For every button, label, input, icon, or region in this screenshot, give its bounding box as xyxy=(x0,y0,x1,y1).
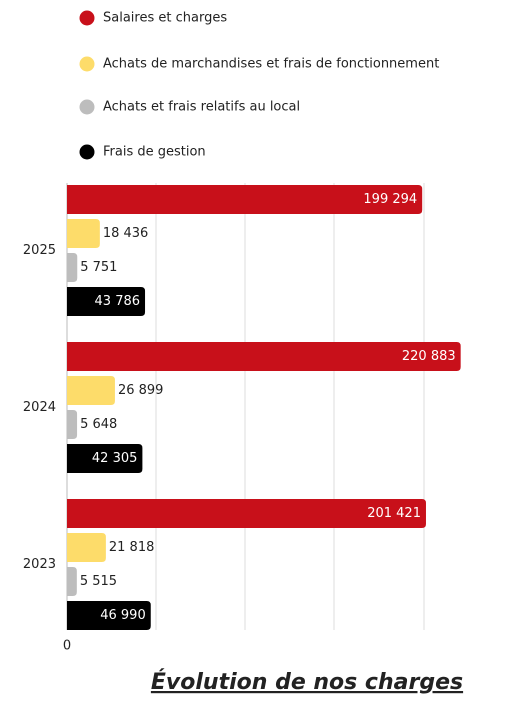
chart-title: Évolution de nos charges xyxy=(151,669,463,695)
value-label: 199 294 xyxy=(363,192,417,207)
bar xyxy=(67,253,78,282)
legend-label: Salaires et charges xyxy=(103,11,227,26)
bar xyxy=(67,376,115,405)
y-tick-label: 2023 xyxy=(23,557,56,572)
bar xyxy=(67,287,146,316)
value-label: 5 648 xyxy=(80,417,117,432)
value-label: 5 515 xyxy=(80,574,117,589)
y-tick-label: 2024 xyxy=(23,400,56,415)
value-label: 26 899 xyxy=(118,383,164,398)
value-label: 201 421 xyxy=(367,506,421,521)
value-label: 5 751 xyxy=(80,260,117,275)
legend-label: Frais de gestion xyxy=(103,145,206,160)
value-label: 43 786 xyxy=(95,294,141,309)
legend-swatch xyxy=(79,10,95,26)
legend-swatch xyxy=(79,99,95,115)
grid xyxy=(155,183,425,630)
bar xyxy=(67,185,423,214)
bar xyxy=(67,533,106,562)
bar xyxy=(67,444,143,473)
value-label: 220 883 xyxy=(402,349,456,364)
bar xyxy=(67,499,426,528)
legend-swatch xyxy=(79,56,95,72)
value-label: 46 990 xyxy=(100,608,146,623)
legend-label: Achats de marchandises et frais de fonct… xyxy=(103,57,439,72)
legend-label: Achats et frais relatifs au local xyxy=(103,100,300,115)
bar xyxy=(67,342,461,371)
value-label: 42 305 xyxy=(92,451,138,466)
bar xyxy=(67,219,100,248)
bar xyxy=(67,410,78,439)
legend-swatch xyxy=(79,144,95,160)
bar xyxy=(67,567,77,596)
value-label: 18 436 xyxy=(103,226,149,241)
bar xyxy=(67,601,151,630)
x-tick-label: 0 xyxy=(63,639,71,654)
y-tick-label: 2025 xyxy=(23,243,56,258)
value-label: 21 818 xyxy=(109,540,155,555)
